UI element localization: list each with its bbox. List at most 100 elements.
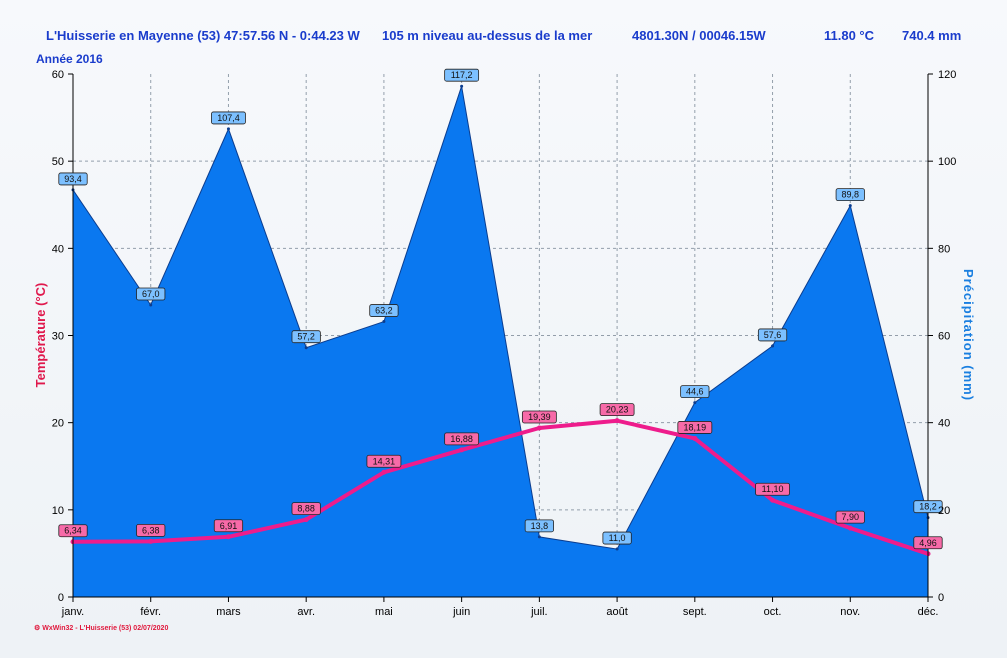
- precip-point: [382, 320, 386, 324]
- precip-data-label: 13,8: [524, 519, 554, 533]
- precip-data-label-box: [58, 172, 88, 186]
- precip-data-label-box: [913, 500, 943, 514]
- x-tick-label: sept.: [683, 606, 707, 618]
- temp-data-label: 6,91: [213, 519, 244, 533]
- temp-point: [536, 425, 542, 431]
- y-left-tick-label: 50: [52, 156, 64, 168]
- y-axis-right-label: Précipitation (mm): [961, 269, 976, 401]
- precip-data-label-box: [680, 385, 710, 399]
- header-station: L'Huisserie en Mayenne (53) 47:57.56 N -…: [46, 28, 360, 43]
- temp-point: [614, 418, 620, 424]
- y-left-tick-label: 60: [52, 69, 64, 81]
- temp-data-label-text: 16,88: [450, 434, 473, 444]
- temp-data-label: 6,34: [58, 524, 88, 538]
- y-right-tick-label: 80: [938, 243, 950, 255]
- temp-data-label-text: 19,39: [528, 412, 551, 422]
- temp-data-label-box: [291, 502, 321, 515]
- y-right-tick-label: 100: [938, 156, 956, 168]
- temp-data-label-text: 18,19: [684, 422, 707, 432]
- header-coords: 4801.30N / 00046.15W: [632, 28, 766, 43]
- y-right-tick-label: 120: [938, 69, 956, 81]
- precip-point: [693, 401, 697, 405]
- x-tick-label: mars: [216, 606, 241, 618]
- x-tick-label: août: [606, 606, 627, 618]
- temp-line-layer: [70, 418, 931, 557]
- precip-data-label-box: [291, 330, 321, 344]
- temp-data-label-box: [136, 523, 166, 537]
- x-tick-label: févr.: [140, 606, 161, 618]
- x-tick-label: juil.: [530, 606, 548, 618]
- temp-data-label-box: [213, 519, 244, 533]
- temp-point: [303, 517, 309, 523]
- precip-point: [226, 127, 230, 131]
- y-right-tick-label: 20: [938, 505, 950, 517]
- precip-data-label-box: [757, 328, 788, 342]
- precip-data-label-box: [211, 111, 246, 125]
- y-right-tick-label: 40: [938, 418, 950, 430]
- precip-data-label-box: [369, 304, 399, 317]
- temp-data-label-box: [913, 536, 943, 550]
- temp-point: [692, 435, 698, 441]
- temp-point: [770, 497, 776, 503]
- temp-point: [847, 525, 853, 531]
- temp-line: [71, 418, 930, 556]
- precip-point: [149, 303, 153, 307]
- temp-point: [225, 534, 231, 540]
- temp-data-label: 16,88: [444, 432, 480, 446]
- temp-data-label: 14,31: [366, 454, 402, 468]
- temp-data-label-box: [366, 454, 402, 468]
- temp-data-label-text: 20,23: [606, 405, 629, 415]
- precip-data-label-text: 13,8: [531, 521, 549, 531]
- precip-data-label-text: 67,0: [142, 289, 160, 299]
- temp-data-label: 6,38: [136, 523, 166, 537]
- temp-data-label-text: 6,38: [142, 525, 160, 535]
- precip-point: [771, 344, 775, 348]
- precip-data-label-box: [524, 519, 554, 533]
- precip-data-label-text: 117,2: [451, 70, 473, 80]
- header-total-precip: 740.4 mm: [902, 28, 962, 43]
- temp-data-label-box: [58, 524, 88, 538]
- precip-data-label: 63,2: [369, 304, 399, 317]
- temp-data-label-box: [677, 421, 713, 434]
- temp-data-label-text: 4,96: [919, 538, 937, 548]
- y-left-tick-label: 10: [52, 505, 64, 517]
- precip-data-label-text: 93,4: [64, 174, 82, 184]
- precip-data-label-box: [444, 68, 480, 82]
- x-tick-label: mai: [375, 606, 393, 618]
- y-right-tick-label: 0: [938, 592, 944, 604]
- precip-data-label: 44,6: [680, 385, 710, 399]
- precip-area: [72, 86, 929, 598]
- temp-data-label: 18,19: [677, 421, 713, 434]
- precip-data-label: 117,2: [444, 68, 480, 82]
- precip-data-label-text: 63,2: [375, 306, 393, 316]
- temp-data-label-text: 6,91: [220, 521, 238, 531]
- data-labels: 93,4 67,0 107,4 57,2 63,2 117,2 13,8 11,0 44,6 57…: [58, 68, 943, 550]
- precip-data-label: 67,0: [136, 287, 166, 301]
- temp-data-label-text: 7,90: [842, 512, 860, 522]
- temp-data-label-box: [599, 403, 635, 417]
- precip-data-label-text: 44,6: [686, 387, 704, 397]
- precip-data-label-text: 107,4: [217, 113, 240, 123]
- y-left-tick-label: 40: [52, 243, 64, 255]
- precip-point: [615, 547, 619, 551]
- precip-data-label: 11,0: [602, 531, 632, 545]
- x-tick-label: avr.: [297, 606, 315, 618]
- temp-data-label: 7,90: [835, 510, 865, 524]
- precip-data-label: 107,4: [211, 111, 246, 125]
- tick-labels: 0 10 20 30 40 50 60 0 20 40 60 80 100 120 janv. févr. ma…: [52, 69, 957, 618]
- x-tick-label: nov.: [840, 606, 860, 618]
- temp-data-label-text: 8,88: [297, 504, 315, 514]
- precip-data-label-text: 89,8: [842, 190, 860, 200]
- precip-point: [460, 84, 464, 88]
- temp-data-label-text: 11,10: [762, 484, 784, 494]
- temp-data-label: 11,10: [755, 482, 790, 496]
- x-tick-label: janv.: [61, 606, 84, 618]
- precip-point: [304, 346, 308, 350]
- y-right-tick-label: 60: [938, 331, 950, 343]
- temp-data-label: 20,23: [599, 403, 635, 417]
- precip-data-label-box: [602, 531, 632, 545]
- y-left-tick-label: 0: [58, 592, 64, 604]
- temp-data-label: 19,39: [521, 410, 557, 424]
- footer-credit-text: WxWin32 - L'Huisserie (53) 02/07/2020: [42, 625, 169, 632]
- precip-data-label-text: 57,6: [764, 330, 782, 340]
